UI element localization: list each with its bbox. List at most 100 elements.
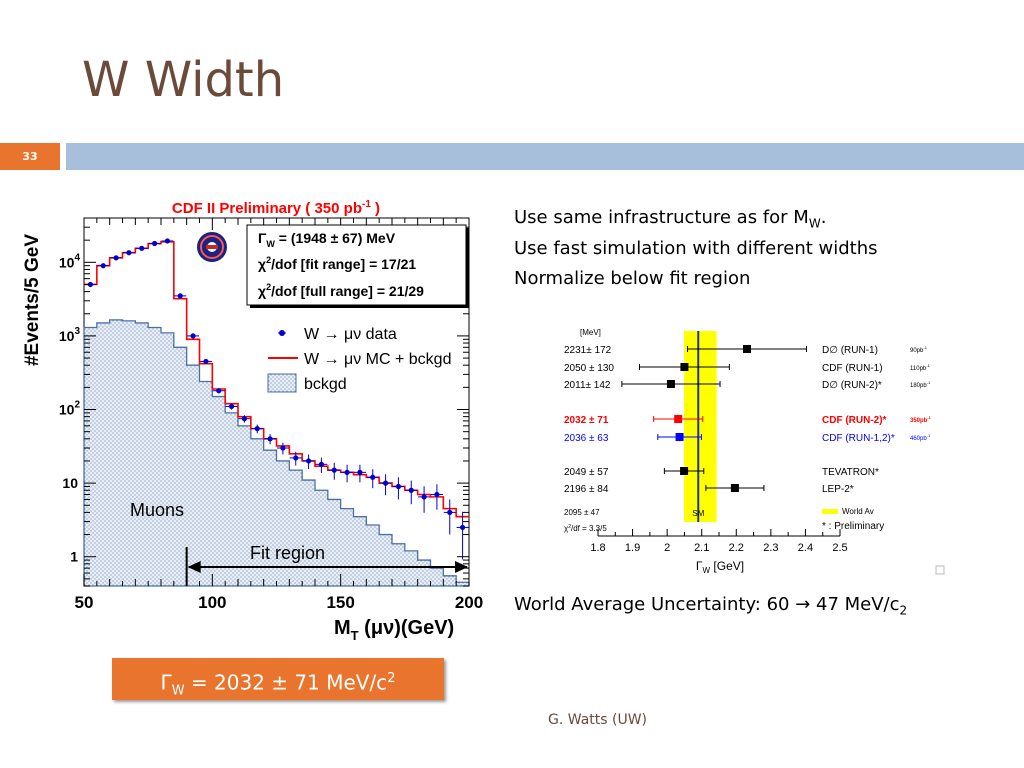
comparison-x-tick-label: 1.9 xyxy=(625,542,640,554)
legend-data: W → μν data xyxy=(304,326,397,343)
measurement-marker xyxy=(674,415,683,423)
fit-region-label: Fit region xyxy=(250,543,325,563)
data-point xyxy=(216,388,222,394)
measurement-value-label: 2231± 172 xyxy=(564,345,612,356)
measurement-value-label: 2011± 142 xyxy=(564,380,611,391)
data-layer xyxy=(84,238,469,560)
data-point xyxy=(331,467,337,473)
measurement-value-label: 2049 ± 57 xyxy=(564,467,609,478)
measurement-value-label: 2050 ± 130 xyxy=(564,363,614,374)
stat-chi2-full: χ2/dof [full range] = 21/29 xyxy=(258,282,424,299)
world-avg-legend-swatch xyxy=(822,509,838,514)
experiment-label: TEVATRON* xyxy=(822,467,879,478)
data-point xyxy=(113,255,119,261)
data-point xyxy=(408,487,414,493)
width-comparison-chart: SM [MeV] 2231± 172 D∅ (RUN-1) 90pb-1 2050 ±… xyxy=(564,328,945,575)
data-point xyxy=(241,416,248,422)
bullet-1: Use same infrastructure as for MW. xyxy=(514,207,827,231)
experiment-label: D∅ (RUN-1) xyxy=(822,345,878,356)
fit-arrow-left-head xyxy=(187,561,201,573)
data-point xyxy=(267,436,273,442)
legend-mc: W → μν MC + bckgd xyxy=(304,351,451,368)
result-text: ΓW = 2032 ± 71 MeV/c2 xyxy=(160,670,396,699)
legend-fill-marker xyxy=(267,373,297,393)
data-point xyxy=(395,483,402,490)
data-point xyxy=(203,358,209,365)
experiment-label: CDF (RUN-1,2)* xyxy=(822,433,895,444)
background-layer xyxy=(83,319,470,587)
data-point xyxy=(370,474,376,480)
histogram-chart: CDF II Preliminary ( 350 pb-1 ) #Events/… xyxy=(22,199,483,643)
y-tick-label: 102 xyxy=(59,400,81,418)
axes-layer: 50 100 150 200 1 10 102 103 104 xyxy=(59,217,483,612)
fit-arrow-right-head xyxy=(455,561,468,573)
data-point xyxy=(228,403,235,410)
luminosity-label: 110pb-1 xyxy=(910,363,931,372)
stat-chi2-fit: χ2/dof [fit range] = 17/21 xyxy=(258,255,416,272)
title-bar xyxy=(66,143,1024,170)
world-avg-legend: World Av xyxy=(842,507,874,516)
world-avg-value: 2095 ± 47 xyxy=(564,508,600,517)
bullet-2: Use fast simulation with different width… xyxy=(514,238,878,259)
measurement-marker xyxy=(680,467,689,475)
data-point xyxy=(293,455,299,461)
cdf-logo-icon xyxy=(197,232,227,262)
data-point xyxy=(190,333,196,339)
y-tick-label: 104 xyxy=(59,252,81,270)
world-average-text: World Average Uncertainty: 60 → 47 MeV/c… xyxy=(514,594,908,618)
experiment-label: D∅ (RUN-2)* xyxy=(822,380,882,391)
measurement-rows: 2231± 172 D∅ (RUN-1) 90pb-1 2050 ± 130 CDF (… xyxy=(564,345,932,495)
chi2-label: χ2/df = 3.3/5 xyxy=(564,524,607,533)
histogram-title: CDF II Preliminary ( 350 pb-1 ) xyxy=(172,199,380,217)
measurement-marker xyxy=(730,484,739,492)
slide-number-box xyxy=(0,143,60,170)
luminosity-label: 350pb-1 xyxy=(910,415,932,424)
data-point xyxy=(254,426,260,432)
x-tick-label: 150 xyxy=(326,593,354,612)
y-tick-label: 103 xyxy=(59,326,81,344)
slide-title: W Width xyxy=(82,52,285,108)
y-tick-label: 10 xyxy=(62,475,78,491)
data-point xyxy=(280,445,286,451)
x-axis-label: MT (μν)(GeV) xyxy=(334,617,454,643)
resize-handle-icon xyxy=(935,565,945,575)
world-average-band xyxy=(684,331,717,522)
measurement-marker xyxy=(666,380,675,388)
experiment-label: CDF (RUN-1) xyxy=(822,363,883,374)
comparison-x-tick-label: 2.1 xyxy=(694,542,709,554)
data-point xyxy=(305,458,312,464)
y-tick-label: 1 xyxy=(70,549,78,565)
comparison-x-tick-label: 2 xyxy=(664,542,670,554)
data-point xyxy=(357,469,363,475)
data-point xyxy=(177,293,183,299)
data-point xyxy=(139,245,145,251)
comparison-x-tick-label: 2.3 xyxy=(763,542,778,554)
luminosity-label: 90pb-1 xyxy=(910,345,928,354)
legend-bckgd: bckgd xyxy=(304,376,347,393)
mc-histogram-line xyxy=(84,240,469,518)
measurement-marker xyxy=(680,363,689,371)
mev-header: [MeV] xyxy=(580,328,601,337)
data-point xyxy=(459,524,466,531)
fit-region-arrow xyxy=(185,547,468,586)
stats-box: ΓW = (1948 ± 67) MeV χ2/dof [fit range] … xyxy=(246,224,469,308)
muons-label: Muons xyxy=(130,500,184,520)
measurement-value-label: 2032 ± 71 xyxy=(564,415,609,426)
data-point xyxy=(382,480,389,486)
y-axis-label: #Events/5 GeV xyxy=(22,234,43,366)
x-tick-label: 50 xyxy=(75,593,94,612)
data-point xyxy=(100,263,106,269)
data-point xyxy=(434,491,440,498)
luminosity-label: 460pb-1 xyxy=(910,433,931,442)
data-point xyxy=(87,281,94,288)
measurement-marker xyxy=(675,433,684,441)
measurement-value-label: 2036 ± 63 xyxy=(564,433,609,444)
bullet-3: Normalize below fit region xyxy=(514,268,751,289)
legend: W → μν data W → μν MC + bckgd bckgd xyxy=(267,326,451,393)
sm-label: SM xyxy=(692,509,704,518)
comparison-x-tick-label: 2.5 xyxy=(832,542,847,554)
x-tick-label: 100 xyxy=(198,593,226,612)
data-point xyxy=(421,494,427,500)
data-point xyxy=(344,469,350,475)
measurement-value-label: 2196 ± 84 xyxy=(564,484,609,495)
